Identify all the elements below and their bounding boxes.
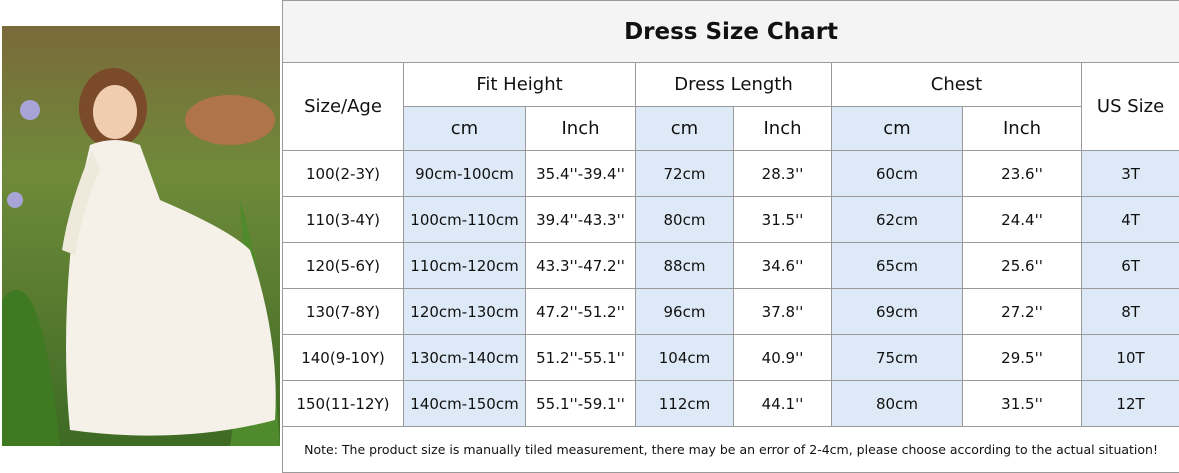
table-cell: 80cm: [831, 380, 963, 427]
table-row: Size/Age Fit Height Dress Length Chest US Si…: [282, 62, 1179, 151]
table-cell: 100cm-110cm: [403, 196, 526, 243]
table-cell: 47.2''-51.2'': [525, 288, 636, 335]
table-cell: 150(11-12Y): [282, 380, 404, 427]
table-row: 140(9-10Y) 130cm-140cm 51.2''-55.1'' 104cm 4…: [282, 334, 1179, 381]
table-row: 150(11-12Y) 140cm-150cm 55.1''-59.1'' 112cm…: [282, 380, 1179, 427]
table-cell: 31.5'': [962, 380, 1082, 427]
note: Note: The product size is manually tiled…: [281, 426, 1179, 473]
table-cell: 65cm: [831, 242, 963, 289]
table-row: 110(3-4Y) 100cm-110cm 39.4''-43.3'' 80cm 31.…: [282, 196, 1179, 243]
table-cell: 120cm-130cm: [403, 288, 526, 335]
table-cell: 55.1''-59.1'': [525, 380, 636, 427]
table-cell: 69cm: [831, 288, 963, 335]
column-header: US Size: [1080, 62, 1179, 151]
table-row: 120(5-6Y) 110cm-120cm 43.3''-47.2'' 88cm 34.…: [282, 242, 1179, 289]
table-cell: 60cm: [831, 150, 963, 197]
unit-header: cm: [403, 106, 526, 151]
dress: [66, 140, 276, 436]
unit-header: Inch: [962, 106, 1082, 151]
unit-header: Inch: [525, 106, 636, 151]
table-cell: 8T: [1080, 288, 1179, 335]
table-cell: 112cm: [635, 380, 734, 427]
table-cell: 100(2-3Y): [282, 150, 404, 197]
table-row: cm Inch cm Inch cm Inch: [283, 106, 1179, 151]
leaves: [2, 289, 60, 446]
unit-header: cm: [635, 106, 734, 151]
table-cell: 130cm-140cm: [403, 334, 526, 381]
table-cell: 104cm: [635, 334, 734, 381]
group-header: Chest: [831, 62, 1082, 107]
table-cell: 110(3-4Y): [282, 196, 404, 243]
table-cell: 80cm: [635, 196, 734, 243]
size-chart: Dress Size Chart Size/Age Fit Height Dress …: [281, 0, 1179, 473]
table-cell: 120(5-6Y): [282, 242, 404, 289]
table-cell: 75cm: [831, 334, 963, 381]
table-cell: 35.4''-39.4'': [525, 150, 636, 197]
group-header: Dress Length: [635, 62, 832, 107]
group-header: Fit Height: [403, 62, 636, 107]
table-cell: 4T: [1080, 196, 1179, 243]
table-cell: 44.1'': [733, 380, 832, 427]
table-cell: 40.9'': [733, 334, 832, 381]
table-row: 100(2-3Y) 90cm-100cm 35.4''-39.4'' 72cm 28.3…: [282, 150, 1179, 197]
table-row: Note: The product size is manually tiled…: [281, 426, 1179, 473]
table-cell: 130(7-8Y): [282, 288, 404, 335]
table-cell: 72cm: [635, 150, 734, 197]
product-photo: [0, 0, 282, 473]
table-cell: 28.3'': [733, 150, 832, 197]
table-row: 130(7-8Y) 120cm-130cm 47.2''-51.2'' 96cm 37.…: [282, 288, 1179, 335]
table-row: Dress Size Chart: [281, 0, 1179, 63]
table-cell: 62cm: [831, 196, 963, 243]
sleeve: [62, 150, 100, 255]
table-cell: 96cm: [635, 288, 734, 335]
table-cell: 12T: [1080, 380, 1179, 427]
unit-header: Inch: [733, 106, 832, 151]
unit-header: cm: [831, 106, 963, 151]
table-cell: 39.4''-43.3'': [525, 196, 636, 243]
flower: [20, 100, 40, 120]
table-cell: 110cm-120cm: [403, 242, 526, 289]
table-cell: 34.6'': [733, 242, 832, 289]
flower: [7, 192, 23, 208]
table-cell: 51.2''-55.1'': [525, 334, 636, 381]
table-cell: 90cm-100cm: [403, 150, 526, 197]
table-cell: 10T: [1080, 334, 1179, 381]
table-cell: 23.6'': [962, 150, 1082, 197]
table-cell: 24.4'': [962, 196, 1082, 243]
face: [93, 85, 137, 139]
table-cell: 43.3''-47.2'': [525, 242, 636, 289]
rock: [185, 95, 275, 145]
table-cell: 3T: [1080, 150, 1179, 197]
table-cell: 37.8'': [733, 288, 832, 335]
table-cell: 140(9-10Y): [282, 334, 404, 381]
table-cell: 27.2'': [962, 288, 1082, 335]
column-header: Size/Age: [282, 62, 404, 151]
table-cell: 31.5'': [733, 196, 832, 243]
table-cell: 88cm: [635, 242, 734, 289]
table-cell: 140cm-150cm: [403, 380, 526, 427]
table-cell: 29.5'': [962, 334, 1082, 381]
table-cell: 6T: [1080, 242, 1179, 289]
table-cell: 25.6'': [962, 242, 1082, 289]
table-title: Dress Size Chart: [281, 0, 1179, 63]
